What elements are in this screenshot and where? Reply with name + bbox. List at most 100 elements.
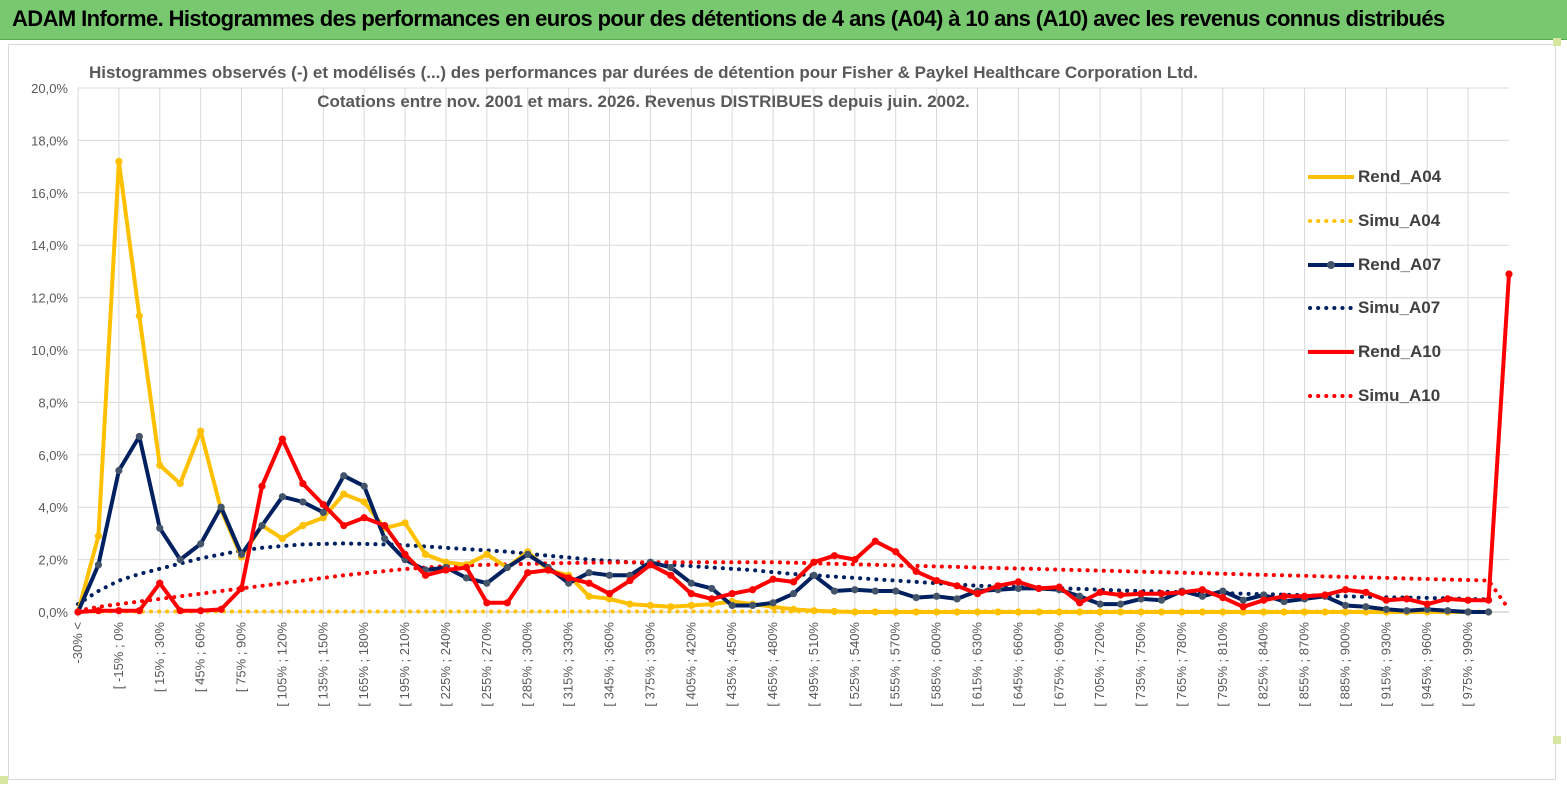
x-tick-label: [ 435% ; 450%	[724, 622, 739, 707]
series-line-simu-a07	[76, 541, 1491, 607]
data-point-rend-a07	[524, 550, 532, 558]
data-point-rend-a04	[646, 601, 655, 610]
data-point-rend-a07	[483, 579, 491, 587]
x-tick-label: [ 375% ; 390%	[642, 622, 657, 707]
data-point-rend-a10	[217, 605, 225, 613]
x-tick-label: [ 675% ; 690%	[1051, 622, 1066, 707]
y-tick-label: 8,0%	[38, 395, 68, 410]
x-tick-label: [ 465% ; 480%	[765, 622, 780, 707]
data-point-rend-a07	[810, 571, 818, 579]
data-point-rend-a10	[565, 574, 573, 582]
data-point-rend-a04	[830, 607, 838, 616]
series-line-rend-a07	[76, 434, 1491, 614]
data-point-rend-a07	[892, 587, 900, 595]
data-point-rend-a10	[912, 567, 920, 575]
data-point-rend-a07	[687, 579, 695, 587]
chart-title: Histogrammes observés (-) et modélisés (…	[88, 63, 1199, 82]
data-point-rend-a07	[1444, 607, 1452, 615]
data-point-rend-a10	[176, 607, 184, 615]
data-point-rend-a07	[1423, 605, 1431, 613]
data-point-rend-a10	[933, 576, 941, 585]
data-point-rend-a10	[1035, 584, 1043, 593]
x-tick-label: [ 915% ; 930%	[1378, 622, 1393, 707]
data-point-rend-a07	[237, 550, 246, 558]
x-tick-label: [ 225% ; 240%	[438, 622, 453, 707]
x-tick-label: [ 765% ; 780%	[1174, 622, 1189, 707]
frame-corner-mark	[1553, 38, 1561, 46]
legend-line-simu-a10	[1308, 394, 1354, 398]
data-point-rend-a07	[953, 595, 961, 603]
x-tick-label: [ 975% ; 990%	[1460, 622, 1475, 707]
data-point-rend-a10	[1505, 270, 1513, 278]
data-point-rend-a04	[442, 558, 450, 566]
data-point-rend-a07	[340, 472, 348, 480]
frame-corner-mark	[1553, 736, 1561, 744]
data-point-rend-a04	[626, 600, 634, 608]
data-point-rend-a04	[1239, 608, 1247, 616]
x-tick-label: [ 15% ; 30%	[152, 622, 167, 693]
data-point-rend-a04	[278, 535, 287, 543]
data-point-rend-a07	[115, 466, 123, 475]
data-point-rend-a10	[1280, 592, 1288, 600]
data-point-rend-a07	[667, 563, 675, 572]
data-point-rend-a10	[810, 558, 818, 566]
data-point-rend-a10	[340, 521, 348, 530]
legend-line-rend-a07	[1308, 261, 1354, 269]
data-point-rend-a07	[605, 571, 614, 579]
data-point-rend-a04	[360, 498, 368, 506]
data-point-rend-a07	[1362, 603, 1370, 611]
data-point-rend-a10	[1362, 588, 1370, 596]
legend-label-simu-a04: Simu_A04	[1358, 211, 1441, 230]
data-point-rend-a04	[953, 608, 961, 616]
data-point-rend-a10	[1321, 591, 1329, 599]
legend-line-simu-a04	[1308, 219, 1354, 223]
data-point-rend-a10	[830, 552, 838, 560]
frame-corner-mark	[0, 776, 8, 784]
data-point-rend-a10	[503, 599, 511, 607]
x-tick-label: [ 405% ; 420%	[683, 622, 698, 707]
data-point-rend-a07	[1382, 605, 1390, 613]
data-point-rend-a10	[749, 586, 757, 594]
data-point-rend-a07	[299, 498, 307, 506]
data-point-rend-a04	[667, 603, 675, 611]
data-point-rend-a10	[973, 590, 982, 598]
data-point-rend-a10	[646, 561, 655, 569]
data-point-rend-a10	[278, 435, 287, 443]
x-tick-label: [ 345% ; 360%	[602, 622, 617, 707]
x-tick-label: [ 615% ; 630%	[969, 622, 984, 707]
data-point-rend-a07	[728, 601, 736, 610]
data-point-rend-a04	[176, 480, 184, 488]
chart-subtitle: Cotations entre nov. 2001 et mars. 2026.…	[317, 92, 970, 111]
data-point-rend-a10	[728, 590, 736, 598]
y-tick-label: 2,0%	[38, 553, 68, 568]
x-tick-label: [ 795% ; 810%	[1215, 622, 1230, 707]
data-point-rend-a04	[156, 461, 164, 469]
data-point-rend-a07	[769, 599, 777, 607]
legend-line-rend-a10	[1308, 350, 1354, 354]
x-tick-label: [ 315% ; 330%	[561, 622, 576, 707]
x-tick-label: [ 135% ; 150%	[315, 622, 330, 707]
x-tick-label: [ 855% ; 870%	[1297, 622, 1312, 707]
series-line-rend-a04	[76, 159, 1491, 614]
data-point-rend-a10	[319, 500, 327, 509]
y-tick-label: 14,0%	[31, 238, 68, 253]
data-point-rend-a10	[544, 566, 552, 574]
data-point-rend-a10	[605, 590, 614, 598]
data-point-rend-a07	[830, 587, 838, 595]
data-point-rend-a10	[94, 607, 103, 615]
data-point-rend-a10	[1444, 595, 1452, 603]
legend-label-rend-a10: Rend_A10	[1358, 342, 1442, 361]
data-point-rend-a07	[381, 535, 389, 543]
data-point-rend-a04	[1280, 608, 1288, 616]
series-line-rend-a10	[76, 272, 1511, 614]
report-banner: ADAM Informe. Histogrammes des performan…	[0, 0, 1567, 40]
data-point-rend-a10	[1137, 590, 1145, 598]
x-tick-label: [ 165% ; 180%	[356, 622, 371, 707]
data-point-rend-a07	[851, 586, 859, 594]
data-point-rend-a10	[585, 579, 593, 587]
data-point-rend-a10	[197, 607, 205, 615]
data-point-rend-a10	[1157, 590, 1166, 598]
data-point-rend-a10	[953, 582, 961, 590]
data-point-rend-a04	[605, 595, 614, 603]
data-point-rend-a07	[565, 579, 573, 587]
